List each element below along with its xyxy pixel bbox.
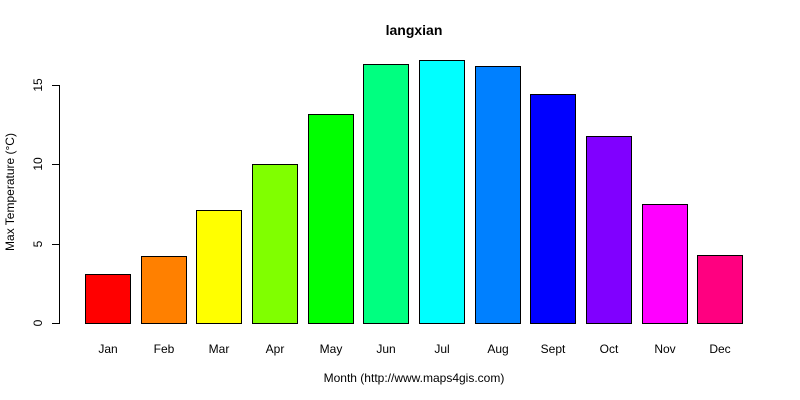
bar-may bbox=[308, 114, 354, 324]
bar-aug bbox=[475, 66, 521, 324]
x-axis-label: Month (http://www.maps4gis.com) bbox=[323, 371, 505, 385]
chart-title: langxian bbox=[385, 22, 443, 38]
x-tick-label: Aug bbox=[487, 342, 509, 356]
y-tick-label: 10 bbox=[31, 157, 45, 171]
y-tick-label: 0 bbox=[31, 319, 45, 327]
bar-feb bbox=[141, 256, 187, 324]
bar-mar bbox=[196, 210, 242, 324]
y-tick-label: 15 bbox=[31, 78, 45, 92]
y-axis-label: Max Temperature (°C) bbox=[3, 133, 17, 251]
y-tick-mark bbox=[52, 323, 60, 324]
bar-dec bbox=[697, 255, 743, 324]
x-tick-label: May bbox=[319, 342, 343, 356]
x-tick-label: Mar bbox=[208, 342, 230, 356]
bar-nov bbox=[642, 204, 688, 324]
x-tick-label: Jul bbox=[434, 342, 450, 356]
bar-jul bbox=[419, 60, 465, 324]
x-tick-label: Apr bbox=[265, 342, 285, 356]
bar-jun bbox=[363, 64, 409, 324]
y-tick-label: 5 bbox=[31, 240, 45, 248]
x-tick-label: Nov bbox=[654, 342, 676, 356]
y-tick-mark bbox=[52, 164, 60, 165]
y-tick-mark bbox=[52, 244, 60, 245]
bar-jan bbox=[85, 274, 131, 324]
x-tick-label: Dec bbox=[709, 342, 731, 356]
bar-apr bbox=[252, 164, 298, 324]
x-tick-label: Oct bbox=[599, 342, 619, 356]
y-axis-line bbox=[59, 85, 60, 324]
x-tick-label: Jun bbox=[376, 342, 396, 356]
y-tick-mark bbox=[52, 85, 60, 86]
bar-oct bbox=[586, 136, 632, 324]
x-tick-label: Sept bbox=[540, 342, 566, 356]
x-tick-label: Jan bbox=[98, 342, 118, 356]
x-tick-label: Feb bbox=[153, 342, 175, 356]
bar-sept bbox=[530, 94, 576, 324]
